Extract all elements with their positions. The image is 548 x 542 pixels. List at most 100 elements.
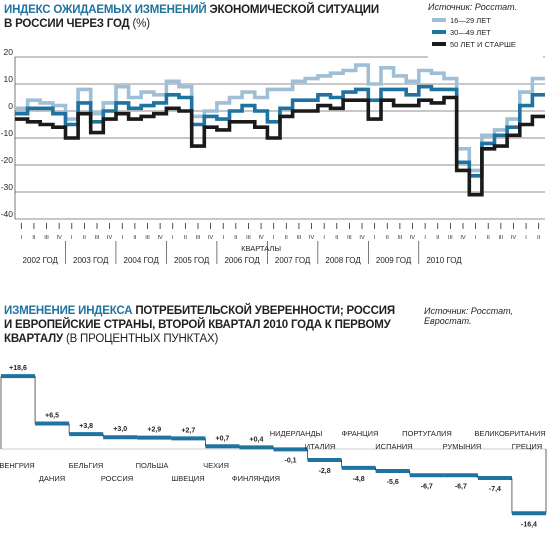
quarter-label: I — [424, 235, 426, 241]
quarter-label: III — [44, 235, 49, 241]
y-tick-label: -30 — [1, 182, 14, 192]
year-label: 2008 ГОД — [325, 256, 361, 265]
value-label: +2,9 — [147, 427, 161, 434]
x-axis-label: КВАРТАЛЫ — [241, 244, 281, 253]
quarter-label: IV — [57, 235, 63, 241]
quarter-label: III — [297, 235, 302, 241]
year-label: 2005 ГОД — [174, 256, 210, 265]
bar-chart-title-line2: И ЕВРОПЕЙСКИЕ СТРАНЫ, ВТОРОЙ КВАРТАЛ 201… — [4, 319, 391, 331]
y-tick-label: -20 — [1, 155, 14, 165]
quarter-label: II — [32, 235, 36, 241]
quarter-label: I — [172, 235, 174, 241]
quarter-label: II — [386, 235, 390, 241]
legend-label: 30—49 ЛЕТ — [450, 28, 491, 37]
category-label: ШВЕЦИЯ — [171, 474, 204, 483]
quarter-label: I — [323, 235, 325, 241]
quarter-label: I — [273, 235, 275, 241]
value-label: +18,6 — [9, 365, 27, 372]
value-label: +3,0 — [113, 426, 127, 433]
category-label: БЕЛЬГИЯ — [69, 461, 104, 470]
year-label: 2009 ГОД — [376, 256, 412, 265]
quarter-label: III — [347, 235, 352, 241]
value-label: +2,7 — [181, 427, 195, 434]
year-label: 2010 ГОД — [426, 256, 462, 265]
category-label: ФИНЛЯНДИЯ — [232, 474, 280, 483]
series-line-3 — [15, 95, 545, 197]
line-chart-title: ИНДЕКС ОЖИДАЕМЫХ ИЗМЕНЕНИЙ ЭКОНОМИЧЕСКОЙ… — [4, 3, 379, 31]
value-label: -2,8 — [319, 468, 331, 475]
category-label: ВЕНГРИЯ — [0, 461, 35, 470]
year-label: 2004 ГОД — [124, 256, 160, 265]
category-label: ГРЕЦИЯ — [512, 442, 542, 451]
category-label: РОССИЯ — [101, 474, 133, 483]
value-label: -16,4 — [521, 521, 537, 528]
line-chart-title-line2: В РОССИИ ЧЕРЕЗ ГОД — [4, 18, 130, 30]
value-label: -6,7 — [421, 483, 433, 490]
value-label: -4,8 — [353, 476, 365, 483]
year-label: 2006 ГОД — [224, 256, 260, 265]
quarter-label: I — [21, 235, 23, 241]
y-tick-label: 10 — [4, 74, 14, 84]
quarter-label: I — [525, 235, 527, 241]
quarter-label: IV — [258, 235, 264, 241]
quarter-label: II — [335, 235, 339, 241]
bar-chart-title-line3: КВАРТАЛУ — [4, 333, 63, 345]
quarter-label: III — [448, 235, 453, 241]
quarter-label: IV — [107, 235, 113, 241]
line-chart-source: Источник: Росстат. — [428, 2, 518, 12]
category-label: НИДЕРЛАНДЫ — [270, 429, 323, 438]
quarter-label: IV — [359, 235, 365, 241]
y-tick-label: -40 — [1, 209, 14, 219]
line-chart-title-line1: ЭКОНОМИЧЕСКОЙ СИТУАЦИИ — [209, 4, 379, 16]
year-label: 2003 ГОД — [73, 256, 109, 265]
quarter-label: III — [95, 235, 100, 241]
quarter-label: I — [71, 235, 73, 241]
quarter-label: IV — [309, 235, 315, 241]
y-tick-label: 20 — [4, 47, 14, 57]
year-label: 2002 ГОД — [23, 256, 59, 265]
category-label: ИТАЛИЯ — [305, 442, 336, 451]
quarter-label: I — [475, 235, 477, 241]
value-label: -0,1 — [285, 457, 297, 464]
legend-label: 50 ЛЕТ И СТАРШЕ — [450, 40, 516, 49]
value-label: -5,6 — [387, 479, 399, 486]
quarter-label: III — [398, 235, 403, 241]
category-label: ВЕЛИКОБРИТАНИЯ — [474, 429, 545, 438]
bar-chart-title: ИЗМЕНЕНИЕ ИНДЕКСА ПОТРЕБИТЕЛЬСКОЙ УВЕРЕН… — [4, 304, 395, 346]
legend-background — [428, 14, 543, 62]
quarter-label: I — [222, 235, 224, 241]
quarter-label: III — [499, 235, 504, 241]
value-label: +0,4 — [250, 436, 264, 443]
bar-chart-title-line1: ПОТРЕБИТЕЛЬСКОЙ УВЕРЕННОСТИ; РОССИЯ — [135, 305, 395, 317]
category-label: ПОРТУГАЛИЯ — [402, 429, 452, 438]
category-label: ДАНИЯ — [39, 474, 65, 483]
quarter-label: I — [374, 235, 376, 241]
y-tick-label: -10 — [1, 128, 14, 138]
value-label: +6,5 — [45, 413, 59, 420]
quarter-label: II — [184, 235, 188, 241]
quarter-label: II — [285, 235, 289, 241]
quarter-label: II — [234, 235, 238, 241]
value-label: -7,4 — [489, 486, 501, 493]
quarter-label: II — [436, 235, 440, 241]
bar-chart-source: Источник: Росстат, Евростат. — [424, 306, 514, 326]
line-chart-title-highlight: ИНДЕКС ОЖИДАЕМЫХ ИЗМЕНЕНИЙ — [4, 4, 207, 16]
bar-chart-title-highlight: ИЗМЕНЕНИЕ ИНДЕКСА — [4, 305, 133, 317]
value-label: +0,7 — [215, 435, 229, 442]
y-tick-label: 0 — [8, 101, 13, 111]
quarter-label: II — [133, 235, 137, 241]
value-label: +3,8 — [79, 423, 93, 430]
year-label: 2007 ГОД — [275, 256, 311, 265]
quarter-label: III — [145, 235, 150, 241]
category-label: ПОЛЬША — [136, 461, 169, 470]
quarter-label: IV — [511, 235, 517, 241]
category-label: ЧЕХИЯ — [203, 461, 229, 470]
legend-label: 16—29 ЛЕТ — [450, 16, 491, 25]
quarter-label: III — [246, 235, 251, 241]
quarter-label: IV — [208, 235, 214, 241]
category-label: ИСПАНИЯ — [375, 442, 412, 451]
quarter-label: IV — [460, 235, 466, 241]
line-chart-title-unit: (%) — [132, 18, 151, 30]
